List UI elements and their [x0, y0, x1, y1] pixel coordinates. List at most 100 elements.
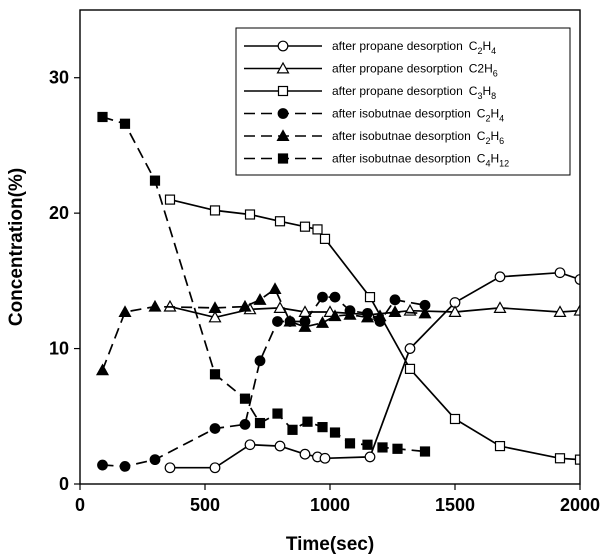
series-5-point	[148, 299, 162, 312]
y-tick-label: 20	[49, 203, 69, 223]
series-3-point	[319, 233, 331, 244]
series-6-point	[419, 446, 431, 457]
series-6-point	[392, 443, 403, 454]
series-5-point	[388, 305, 402, 318]
x-tick-label: 1500	[435, 495, 475, 515]
legend-marker	[276, 129, 290, 141]
series-1-point	[554, 267, 566, 279]
legend-label: after isobutnae desorption C4H12	[332, 152, 509, 169]
series-1-point	[574, 274, 580, 285]
series-5-point	[328, 309, 342, 322]
series-3-point	[312, 224, 323, 235]
series-6-point	[329, 427, 341, 438]
x-tick-label: 0	[75, 495, 85, 515]
legend-item: after propane desorption C2H6	[244, 62, 498, 79]
series-3-line	[169, 198, 580, 461]
series-3-point	[449, 413, 461, 425]
series-6-point	[344, 438, 356, 449]
series-5-point	[118, 305, 132, 318]
series-5-point	[268, 282, 282, 294]
series-4-point	[149, 454, 161, 466]
series-6-point	[287, 424, 298, 435]
series-4-point	[317, 291, 328, 303]
series-6-point	[209, 369, 221, 380]
legend-box	[235, 27, 571, 176]
series-2-point	[493, 301, 507, 313]
legend-item: after propane desorption C2H4	[244, 39, 496, 56]
legend: after propane desorption C2H4 after propan…	[235, 27, 571, 176]
series-4-point	[329, 291, 341, 303]
series-1-point	[299, 448, 311, 460]
legend-item: after propane desorption C3H8	[244, 84, 496, 101]
series-1-point	[364, 451, 376, 463]
legend-marker	[276, 61, 290, 74]
series-1-point	[209, 462, 221, 474]
series-1-point	[319, 452, 331, 464]
series-3-point	[244, 209, 256, 220]
legend-label: after isobutnae desorption C2H4	[332, 107, 504, 124]
legend-item: after isobutnae desorption C2H6	[244, 129, 504, 146]
series-4-point	[239, 419, 251, 430]
series-5-point	[298, 320, 312, 332]
legend-marker	[277, 40, 289, 52]
series-3-point	[274, 216, 286, 227]
series-5-point	[253, 293, 267, 305]
series-3-point	[404, 363, 416, 374]
legend-marker	[277, 108, 289, 119]
y-tick-label: 30	[49, 68, 69, 88]
legend-label: after propane desorption C3H8	[332, 84, 496, 101]
series-2-point	[553, 305, 567, 318]
series-6-point	[362, 439, 373, 450]
series-3-point	[494, 440, 506, 452]
series-5-point	[95, 363, 110, 376]
y-tick-label: 0	[59, 474, 69, 494]
series-1-point	[164, 462, 176, 474]
series-5-point	[418, 306, 432, 319]
series-2-point	[208, 310, 222, 323]
x-axis-title: Time(sec)	[286, 534, 374, 555]
series-4-point	[119, 460, 131, 472]
series-6-point	[377, 442, 388, 453]
axis-ticks: 0 500 1000 1500 2000 0 10 20 30	[49, 68, 600, 515]
series-3-point	[554, 453, 566, 464]
series-5-point	[238, 299, 252, 312]
legend-label: after isobutnae desorption C2H6	[332, 129, 504, 146]
series-4-point	[272, 316, 283, 327]
series-1-point	[274, 440, 286, 452]
series-3-point	[164, 194, 176, 205]
series-4-point	[254, 355, 266, 367]
series-6-line	[102, 116, 426, 453]
series-2-point	[448, 305, 462, 318]
series-5-point	[343, 307, 357, 320]
series-5-point	[283, 314, 297, 327]
series-3-point	[209, 205, 221, 216]
series-2-point	[273, 301, 287, 313]
series-5-line	[101, 287, 426, 371]
plot-series	[95, 111, 580, 474]
series-6-point	[119, 118, 131, 129]
legend-marker	[277, 85, 289, 97]
series-6-point	[239, 393, 251, 404]
series-4-point	[97, 459, 108, 471]
series-5-point	[208, 301, 222, 313]
series-6-point	[149, 175, 161, 186]
series-2-point	[573, 303, 580, 316]
series-1-point	[244, 439, 256, 451]
series-6-point	[272, 408, 283, 419]
series-4-point	[209, 423, 221, 434]
series-3-point	[574, 454, 580, 465]
x-tick-label: 500	[190, 495, 220, 515]
y-axis-title: Concentration(%)	[6, 168, 27, 326]
series-4-point	[389, 294, 401, 306]
series-6-point	[97, 111, 108, 123]
series-6-point	[302, 416, 313, 427]
series-3-point	[299, 221, 311, 232]
series-1-point	[494, 271, 506, 283]
series-5-point	[373, 309, 387, 322]
y-tick-label: 10	[49, 339, 69, 359]
x-tick-label: 2000	[560, 495, 600, 515]
series-5-point	[315, 316, 330, 328]
legend-item: after isobutnae desorption C2H4	[244, 107, 504, 124]
legend-item: after isobutnae desorption C4H12	[244, 152, 509, 169]
